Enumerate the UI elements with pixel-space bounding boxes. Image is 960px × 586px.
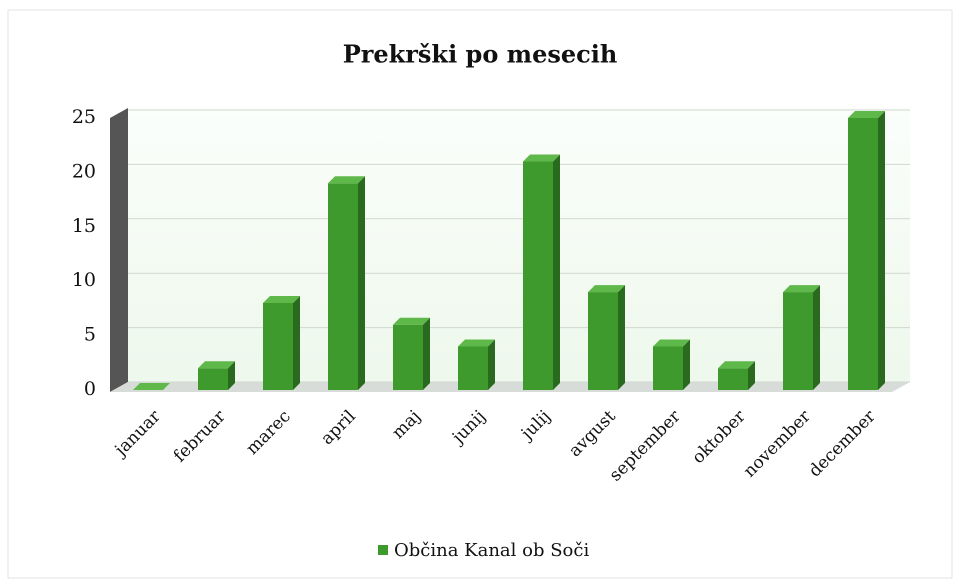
bar-top: [328, 176, 365, 184]
bar-side: [813, 285, 820, 390]
bar-side: [748, 361, 755, 390]
bar-side: [553, 154, 560, 390]
bar-side: [423, 317, 430, 390]
y-tick-label: 5: [84, 324, 96, 346]
bar-group: [198, 361, 235, 390]
bar-top: [198, 361, 235, 369]
y-tick-label: 15: [72, 215, 96, 237]
side-wall: [110, 108, 128, 392]
bar-top: [783, 285, 820, 293]
legend-swatch: [378, 545, 388, 555]
y-tick-label: 10: [72, 269, 96, 291]
bar-top: [653, 339, 690, 347]
bar-side: [618, 285, 625, 390]
bar-group: [328, 176, 365, 390]
bar: [848, 118, 878, 390]
y-tick-label: 0: [84, 378, 96, 400]
bar-top: [588, 285, 625, 293]
bar-group: [718, 361, 755, 390]
bar-group: [458, 339, 495, 390]
legend-label: Občina Kanal ob Soči: [394, 540, 589, 561]
bar-top: [263, 295, 300, 303]
bar: [653, 346, 683, 390]
bar-group: [523, 154, 560, 390]
floor: [110, 382, 910, 392]
bar-group: [263, 295, 300, 390]
bar-group: [133, 383, 170, 390]
y-tick-label: 25: [72, 106, 96, 128]
bar-side: [228, 361, 235, 390]
bar: [523, 161, 553, 390]
back-wall: [128, 108, 910, 382]
y-tick-label: 20: [72, 160, 96, 182]
bar-top: [848, 111, 885, 118]
bar-side: [358, 176, 365, 390]
bar: [328, 183, 358, 390]
bar-group: [393, 317, 430, 390]
bar: [393, 324, 423, 390]
bar-top: [133, 383, 170, 390]
bar-side: [878, 111, 885, 390]
bar: [783, 292, 813, 390]
bar: [198, 368, 228, 390]
bar-top: [393, 317, 430, 325]
bar-group: [848, 111, 885, 390]
bar: [458, 346, 488, 390]
bar-side: [488, 339, 495, 390]
bar-side: [683, 339, 690, 390]
bar: [263, 302, 293, 390]
bar: [718, 368, 748, 390]
bar-top: [458, 339, 495, 347]
bar-side: [293, 295, 300, 390]
bar-top: [718, 361, 755, 369]
bar: [588, 292, 618, 390]
bar-top: [523, 154, 560, 162]
bar-group: [653, 339, 690, 390]
bar-group: [783, 285, 820, 390]
bar-group: [588, 285, 625, 390]
chart-title: Prekrški po mesecih: [343, 40, 618, 69]
